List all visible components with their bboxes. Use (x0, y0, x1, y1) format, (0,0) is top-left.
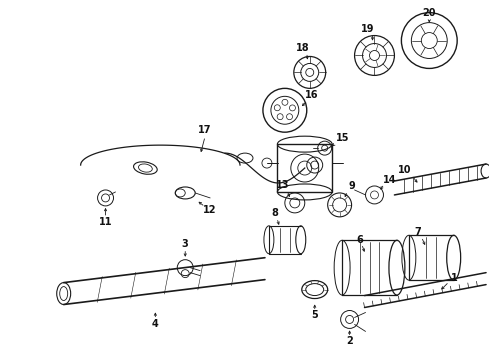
Bar (277, 144, 332, 192)
Text: 3: 3 (182, 239, 189, 249)
Text: 5: 5 (311, 310, 318, 320)
Text: 10: 10 (397, 165, 411, 175)
Text: 14: 14 (383, 175, 396, 185)
Text: 20: 20 (422, 8, 436, 18)
Text: 13: 13 (276, 180, 290, 190)
Text: 12: 12 (203, 205, 217, 215)
Text: 7: 7 (414, 227, 421, 237)
Text: 4: 4 (152, 319, 159, 329)
Text: 9: 9 (348, 181, 355, 191)
Text: 6: 6 (356, 235, 363, 245)
Text: 18: 18 (296, 42, 310, 53)
Text: 17: 17 (198, 125, 212, 135)
Text: 15: 15 (336, 133, 349, 143)
Text: 2: 2 (346, 336, 353, 346)
Text: 19: 19 (361, 24, 374, 33)
Text: 11: 11 (99, 217, 112, 227)
Text: 8: 8 (271, 208, 278, 218)
Text: 1: 1 (451, 273, 458, 283)
Text: 16: 16 (305, 90, 318, 100)
